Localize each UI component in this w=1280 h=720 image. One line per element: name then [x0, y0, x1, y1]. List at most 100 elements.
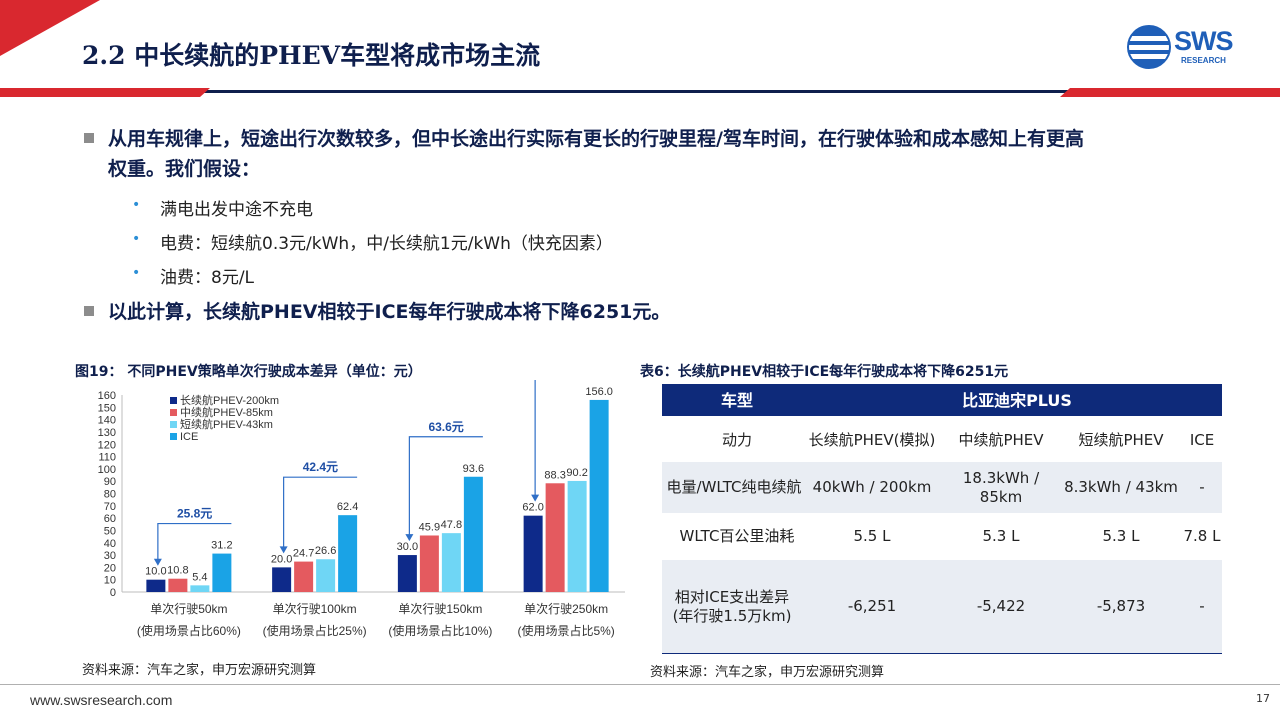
table-cell: WLTC百公里油耗	[679, 527, 795, 545]
table-cell: 8.3kWh / 43km	[1064, 478, 1178, 496]
table-cell: -5,422	[976, 597, 1026, 615]
table-header-car: 比亚迪宋PLUS	[962, 390, 1072, 410]
main-bullet-1-line-1: 从用车规律上，短途出行次数较多，但中长途出行实际有更长的行驶里程/驾车时间，在行…	[108, 128, 1084, 150]
x-tick-label: 单次行驶150km	[398, 601, 482, 616]
table-cell: 5.3 L	[982, 527, 1020, 545]
x-tick-note: (使用场景占比5%)	[517, 623, 614, 638]
table-cell: 5.5 L	[853, 527, 891, 545]
sub-bullet-1: 满电出发中途不充电	[160, 200, 313, 220]
table-cell: 7.8 L	[1183, 527, 1221, 545]
x-tick-label: 单次行驶250km	[524, 601, 608, 616]
annotation-bracket	[408, 436, 483, 540]
sws-logo: SWS RESEARCH	[1126, 24, 1256, 70]
data-label: 20.0	[271, 553, 292, 565]
y-tick-label: 30	[104, 550, 116, 562]
table-cell: 短续航PHEV	[1078, 430, 1164, 449]
chart-bar	[146, 579, 166, 592]
globe-logo-icon	[1127, 25, 1171, 69]
annotation-bracket	[283, 476, 358, 552]
data-label: 24.7	[293, 548, 314, 560]
sub-bullet-2: 电费：短续航0.3元/kWh，中/长续航1元/kWh（快充因素）	[160, 234, 613, 254]
y-tick-label: 0	[110, 587, 116, 599]
sub-bullet-3: 油费：8元/L	[160, 268, 255, 288]
table-bottom-rule	[662, 653, 1222, 654]
chart-bar	[463, 476, 483, 592]
y-tick-label: 100	[98, 464, 116, 476]
table-cell: 中续航PHEV	[958, 430, 1044, 449]
annotation-arrowhead	[531, 494, 540, 502]
logo-text: SWS	[1174, 26, 1234, 56]
footer-url[interactable]: www.swsresearch.com	[30, 692, 173, 708]
annotation-bracket	[534, 380, 536, 500]
table-cell: -	[1199, 597, 1205, 615]
page-title: 2.2 中长续航的PHEV车型将成市场主流	[82, 41, 541, 70]
data-label: 10.8	[167, 565, 188, 577]
table-cell: 40kWh / 200km	[812, 478, 932, 496]
header-bar	[0, 88, 1280, 97]
bar-chart: 0102030405060708090100110120130140150160…	[98, 380, 625, 638]
y-tick-label: 120	[98, 439, 116, 451]
data-label: 62.4	[337, 501, 358, 513]
bullet-square-1	[84, 133, 94, 143]
annotation-arrowhead	[405, 534, 414, 542]
table-cell: 长续航PHEV(模拟)	[808, 430, 936, 449]
data-label: 26.6	[315, 545, 336, 557]
y-tick-label: 50	[104, 525, 116, 537]
chart-bar	[168, 578, 188, 592]
logo-subtext: RESEARCH	[1181, 56, 1226, 65]
y-tick-label: 60	[104, 513, 116, 525]
data-label: 47.8	[441, 519, 462, 531]
main-bullet-1-line-2: 权重。我们假设：	[108, 158, 261, 180]
table-header-model: 车型	[720, 390, 753, 410]
sub-bullet-dot-1: •	[132, 197, 141, 213]
data-label: 93.6	[463, 463, 484, 475]
chart-bar	[523, 515, 543, 592]
annotation-bracket	[157, 522, 232, 564]
legend-swatch	[170, 433, 177, 440]
table-header-row: 车型 比亚迪宋PLUS	[662, 384, 1222, 416]
sub-bullet-dot-2: •	[132, 231, 141, 247]
x-tick-note: (使用场景占比25%)	[263, 623, 367, 638]
chart-bar	[397, 555, 417, 592]
chart-bar	[589, 399, 609, 592]
annotation-label: 42.4元	[303, 460, 338, 474]
table-row-shade-2	[662, 560, 1222, 653]
chart-bar	[212, 553, 232, 592]
data-label: 5.4	[192, 571, 207, 583]
bullet-square-2	[84, 306, 94, 316]
page-number: 17	[1256, 692, 1270, 705]
footer-rule	[0, 684, 1280, 685]
table-row-shade-1	[662, 462, 1222, 513]
legend-swatch	[170, 397, 177, 404]
data-label: 31.2	[211, 540, 232, 552]
y-tick-label: 130	[98, 427, 116, 439]
data-label: 90.2	[566, 467, 587, 479]
data-table: 车型 比亚迪宋PLUS 动力 长续航PHEV(模拟) 中续航PHEV 短续航PH…	[662, 384, 1222, 654]
data-label: 156.0	[585, 386, 613, 398]
y-tick-label: 80	[104, 489, 116, 501]
chart-bar	[419, 535, 439, 592]
table-cell: 5.3 L	[1102, 527, 1140, 545]
legend-label: ICE	[180, 431, 198, 443]
chart-bar	[294, 561, 314, 592]
y-tick-label: 40	[104, 538, 116, 550]
legend-swatch	[170, 409, 177, 416]
chart-title: 图19： 不同PHEV策略单次行驶成本差异（单位：元）	[75, 364, 422, 380]
table-source: 资料来源：汽车之家，申万宏源研究测算	[650, 665, 885, 680]
y-tick-label: 110	[98, 452, 116, 464]
legend-label: 长续航PHEV-200km	[180, 393, 279, 407]
data-label: 45.9	[419, 521, 440, 533]
y-tick-label: 90	[104, 476, 116, 488]
x-tick-note: (使用场景占比10%)	[388, 623, 492, 638]
annotation-arrowhead	[153, 558, 162, 566]
legend-label: 中续航PHEV-85km	[180, 405, 273, 419]
sub-bullet-dot-3: •	[132, 265, 141, 281]
chart-bar	[190, 585, 210, 592]
chart-bar	[545, 483, 565, 592]
table-cell: 动力	[721, 430, 752, 449]
data-label: 62.0	[522, 502, 543, 514]
annotation-arrowhead	[279, 546, 288, 554]
x-tick-note: (使用场景占比60%)	[137, 623, 241, 638]
table-cell: 电量/WLTC纯电续航	[666, 478, 802, 496]
data-label: 88.3	[544, 469, 565, 481]
